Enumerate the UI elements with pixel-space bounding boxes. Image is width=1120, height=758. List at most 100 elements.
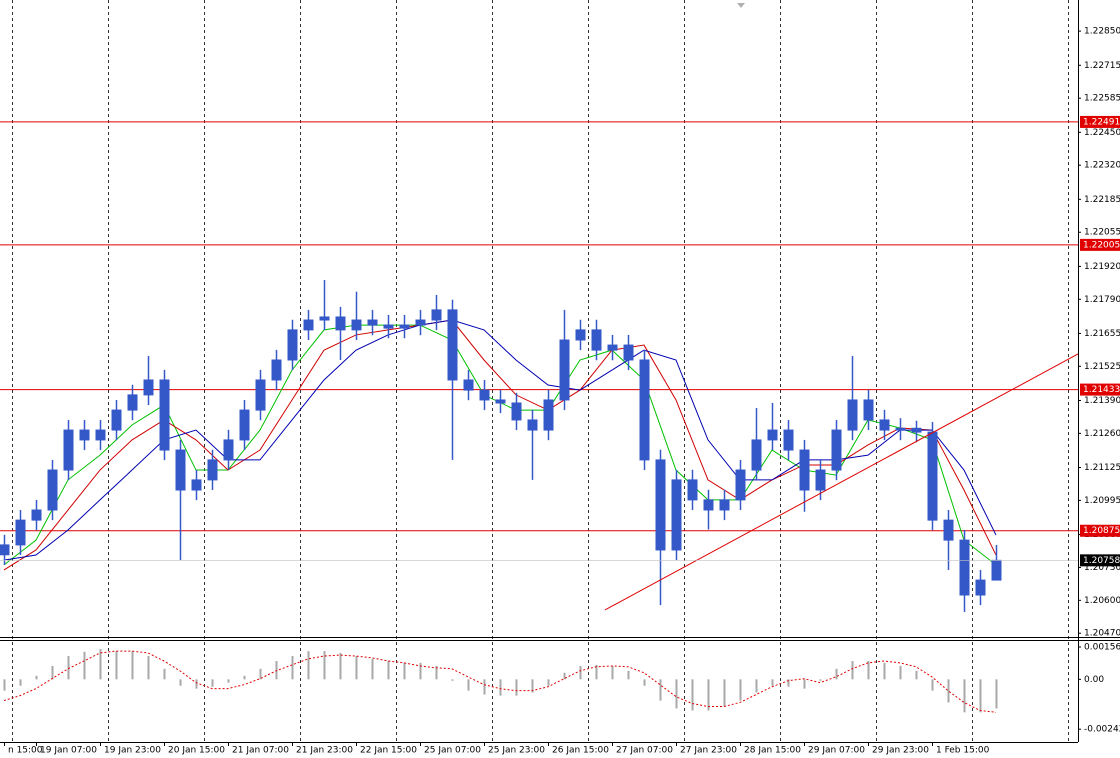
candle-body — [559, 339, 570, 401]
y-tick-label: 1.22585 — [1084, 94, 1120, 104]
y-tick-label: 1.22450 — [1084, 128, 1120, 138]
candle-body — [671, 479, 682, 551]
candle-body — [527, 419, 538, 431]
candle-body — [847, 399, 858, 431]
y-tick-label: 1.22850 — [1084, 27, 1120, 37]
level-label-bg — [1080, 524, 1120, 537]
x-tick-label: 1 Feb 15:00 — [936, 746, 990, 756]
candle-body — [0, 544, 10, 556]
y-tick-label: 1.20730 — [1084, 563, 1120, 573]
indicator-tick-label: -0.00242 — [1084, 725, 1120, 735]
candle-body — [335, 316, 346, 331]
candle-body — [159, 379, 170, 451]
candle-body — [287, 329, 298, 361]
y-tick-label: 1.22055 — [1084, 228, 1120, 238]
candle-body — [623, 344, 634, 361]
x-tick-label: 27 Jan 07:00 — [616, 746, 673, 756]
indicator-panel — [3, 649, 998, 713]
candle-body — [815, 469, 826, 491]
candle-body — [191, 479, 202, 491]
level-label-bg — [1080, 238, 1120, 251]
grid — [12, 0, 1069, 742]
candle-body — [95, 429, 106, 441]
candle-body — [79, 429, 90, 441]
candle-body — [15, 519, 26, 546]
candle-body — [463, 379, 474, 391]
candle-body — [111, 409, 122, 431]
candle-body — [319, 316, 330, 321]
y-tick-label: 1.21125 — [1084, 463, 1120, 473]
candle-body — [223, 439, 234, 461]
candle-body — [399, 324, 410, 329]
candle-body — [431, 309, 442, 321]
candle-body — [543, 399, 554, 431]
x-tick-label: 19 Jan 07:00 — [40, 746, 97, 756]
last-price-bg — [1080, 554, 1120, 567]
y-tick-label: 1.21260 — [1084, 429, 1120, 439]
y-tick-label: 1.21920 — [1084, 262, 1120, 272]
level-label-bg — [1080, 383, 1120, 396]
y-tick-label: 1.20995 — [1084, 496, 1120, 506]
y-tick-label: 1.21390 — [1084, 396, 1120, 406]
x-tick-label: 29 Jan 23:00 — [872, 746, 929, 756]
y-tick-label: 1.20600 — [1084, 596, 1120, 606]
y-tick-label: 1.22715 — [1084, 61, 1120, 71]
candle-body — [479, 389, 490, 401]
candle-body — [799, 449, 810, 491]
candle-body — [175, 449, 186, 491]
shift-marker — [737, 3, 745, 8]
candle-body — [255, 379, 266, 411]
x-tick-label: 21 Jan 23:00 — [296, 746, 353, 756]
candle-body — [911, 427, 922, 433]
x-tick-label: 21 Jan 07:00 — [232, 746, 289, 756]
candle-body — [639, 359, 650, 461]
candle-body — [303, 319, 314, 331]
candle-body — [703, 499, 714, 511]
candle-body — [575, 329, 586, 341]
x-tick-label: 29 Jan 07:00 — [808, 746, 865, 756]
x-tick-label: 25 Jan 23:00 — [488, 746, 545, 756]
candle-body — [31, 509, 42, 521]
y-tick-label: 1.22320 — [1084, 161, 1120, 171]
candle-body — [831, 429, 842, 471]
candle-body — [591, 329, 602, 351]
last-price-label: 1.20758 — [1083, 556, 1120, 566]
candle-body — [991, 559, 1002, 581]
candle-body — [415, 319, 426, 326]
candle-body — [207, 459, 218, 481]
candle-body — [655, 459, 666, 551]
indicator-tick-label: 0.001568 — [1084, 643, 1120, 653]
level-label: 1.22005 — [1083, 240, 1120, 250]
candle-body — [687, 479, 698, 501]
y-tick-label: 1.20470 — [1084, 629, 1120, 639]
candle-body — [47, 469, 58, 511]
candle-body — [959, 539, 970, 596]
indicator-tick-label: 0.00 — [1084, 675, 1104, 685]
x-tick-label: 27 Jan 23:00 — [680, 746, 737, 756]
candle-body — [783, 429, 794, 451]
y-tick-label: 1.21790 — [1084, 295, 1120, 305]
candle-body — [863, 399, 874, 421]
candle-body — [511, 402, 522, 421]
candle-body — [239, 409, 250, 441]
candle-body — [927, 431, 938, 521]
candle-body — [447, 309, 458, 381]
candle-body — [943, 519, 954, 541]
y-tick-label: 1.21655 — [1084, 329, 1120, 339]
candle-body — [607, 344, 618, 351]
price-panel — [0, 121, 1078, 612]
y-tick-label: 1.22185 — [1084, 195, 1120, 205]
candle-body — [751, 439, 762, 471]
candle-body — [143, 379, 154, 396]
level-label: 1.22491 — [1083, 117, 1120, 127]
x-tick-label: 20 Jan 15:00 — [168, 746, 225, 756]
level-label: 1.21433 — [1083, 385, 1120, 395]
level-label: 1.20875 — [1083, 526, 1120, 536]
x-tick-label: 28 Jan 15:00 — [744, 746, 801, 756]
candle-body — [63, 429, 74, 471]
y-tick-label: 1.21525 — [1084, 362, 1120, 372]
candle-body — [719, 499, 730, 511]
candle-body — [895, 427, 906, 431]
